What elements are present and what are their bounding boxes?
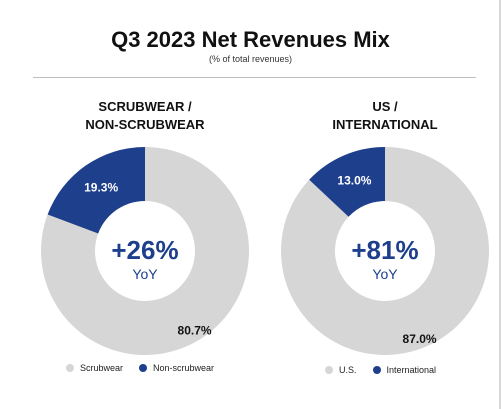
slice-u-s [280, 147, 489, 355]
slice-scrubwear [41, 147, 250, 355]
legend-item-scrubwear: Scrubwear [66, 363, 123, 373]
legend-label-scrubwear: Scrubwear [80, 363, 124, 373]
donut-chart-us-international: 87.0% 13.0% +81%YoY [280, 147, 489, 355]
legend-swatch-us [325, 366, 333, 374]
center-growth-label: YoY [372, 266, 398, 282]
center-growth-value: +81% [351, 235, 418, 265]
legend-item-non-scrubwear: Non-scrubwear [139, 363, 214, 373]
legend-item-us: U.S. [325, 365, 357, 375]
slice-label-u-s: 87.0% [403, 332, 437, 346]
slice-international [309, 147, 385, 217]
legend-swatch-international [372, 366, 381, 374]
legend-label-non-scrubwear: Non-scrubwear [153, 363, 215, 373]
frame-edge [499, 0, 501, 409]
legend-label-us: U.S. [339, 365, 357, 375]
center-growth-value: +26% [111, 235, 178, 265]
left-panel-title: SCRUBWEAR / NON-SCRUBWEAR [60, 98, 230, 134]
donut-chart-scrubwear: 80.7% 19.3% +26%YoY [41, 147, 250, 355]
slice-label-scrubwear: 80.7% [178, 323, 212, 337]
legend-swatch-non-scrubwear [139, 364, 148, 372]
right-panel-title: US / INTERNATIONAL [300, 98, 470, 134]
left-panel-title-line1: SCRUBWEAR / [98, 99, 192, 114]
right-panel-title-line2: INTERNATIONAL [332, 117, 438, 132]
legend-left: Scrubwear Non-scrubwear [66, 363, 224, 373]
left-panel-title-line2: NON-SCRUBWEAR [85, 117, 205, 132]
slice-non-scrubwear [47, 147, 145, 234]
chart-subtitle: (% of total revenues) [208, 54, 293, 64]
legend-right: U.S. International [325, 365, 446, 375]
legend-swatch-scrubwear [66, 364, 74, 372]
legend-item-international: International [372, 365, 437, 375]
slice-label-non-scrubwear: 19.3% [84, 181, 118, 195]
center-growth-label: YoY [132, 266, 158, 282]
chart-title: Q3 2023 Net Revenues Mix [111, 27, 390, 52]
right-panel-title-line1: US / [372, 99, 398, 114]
title-divider [33, 77, 476, 78]
slice-label-international: 13.0% [337, 173, 371, 187]
legend-label-international: International [386, 365, 437, 375]
